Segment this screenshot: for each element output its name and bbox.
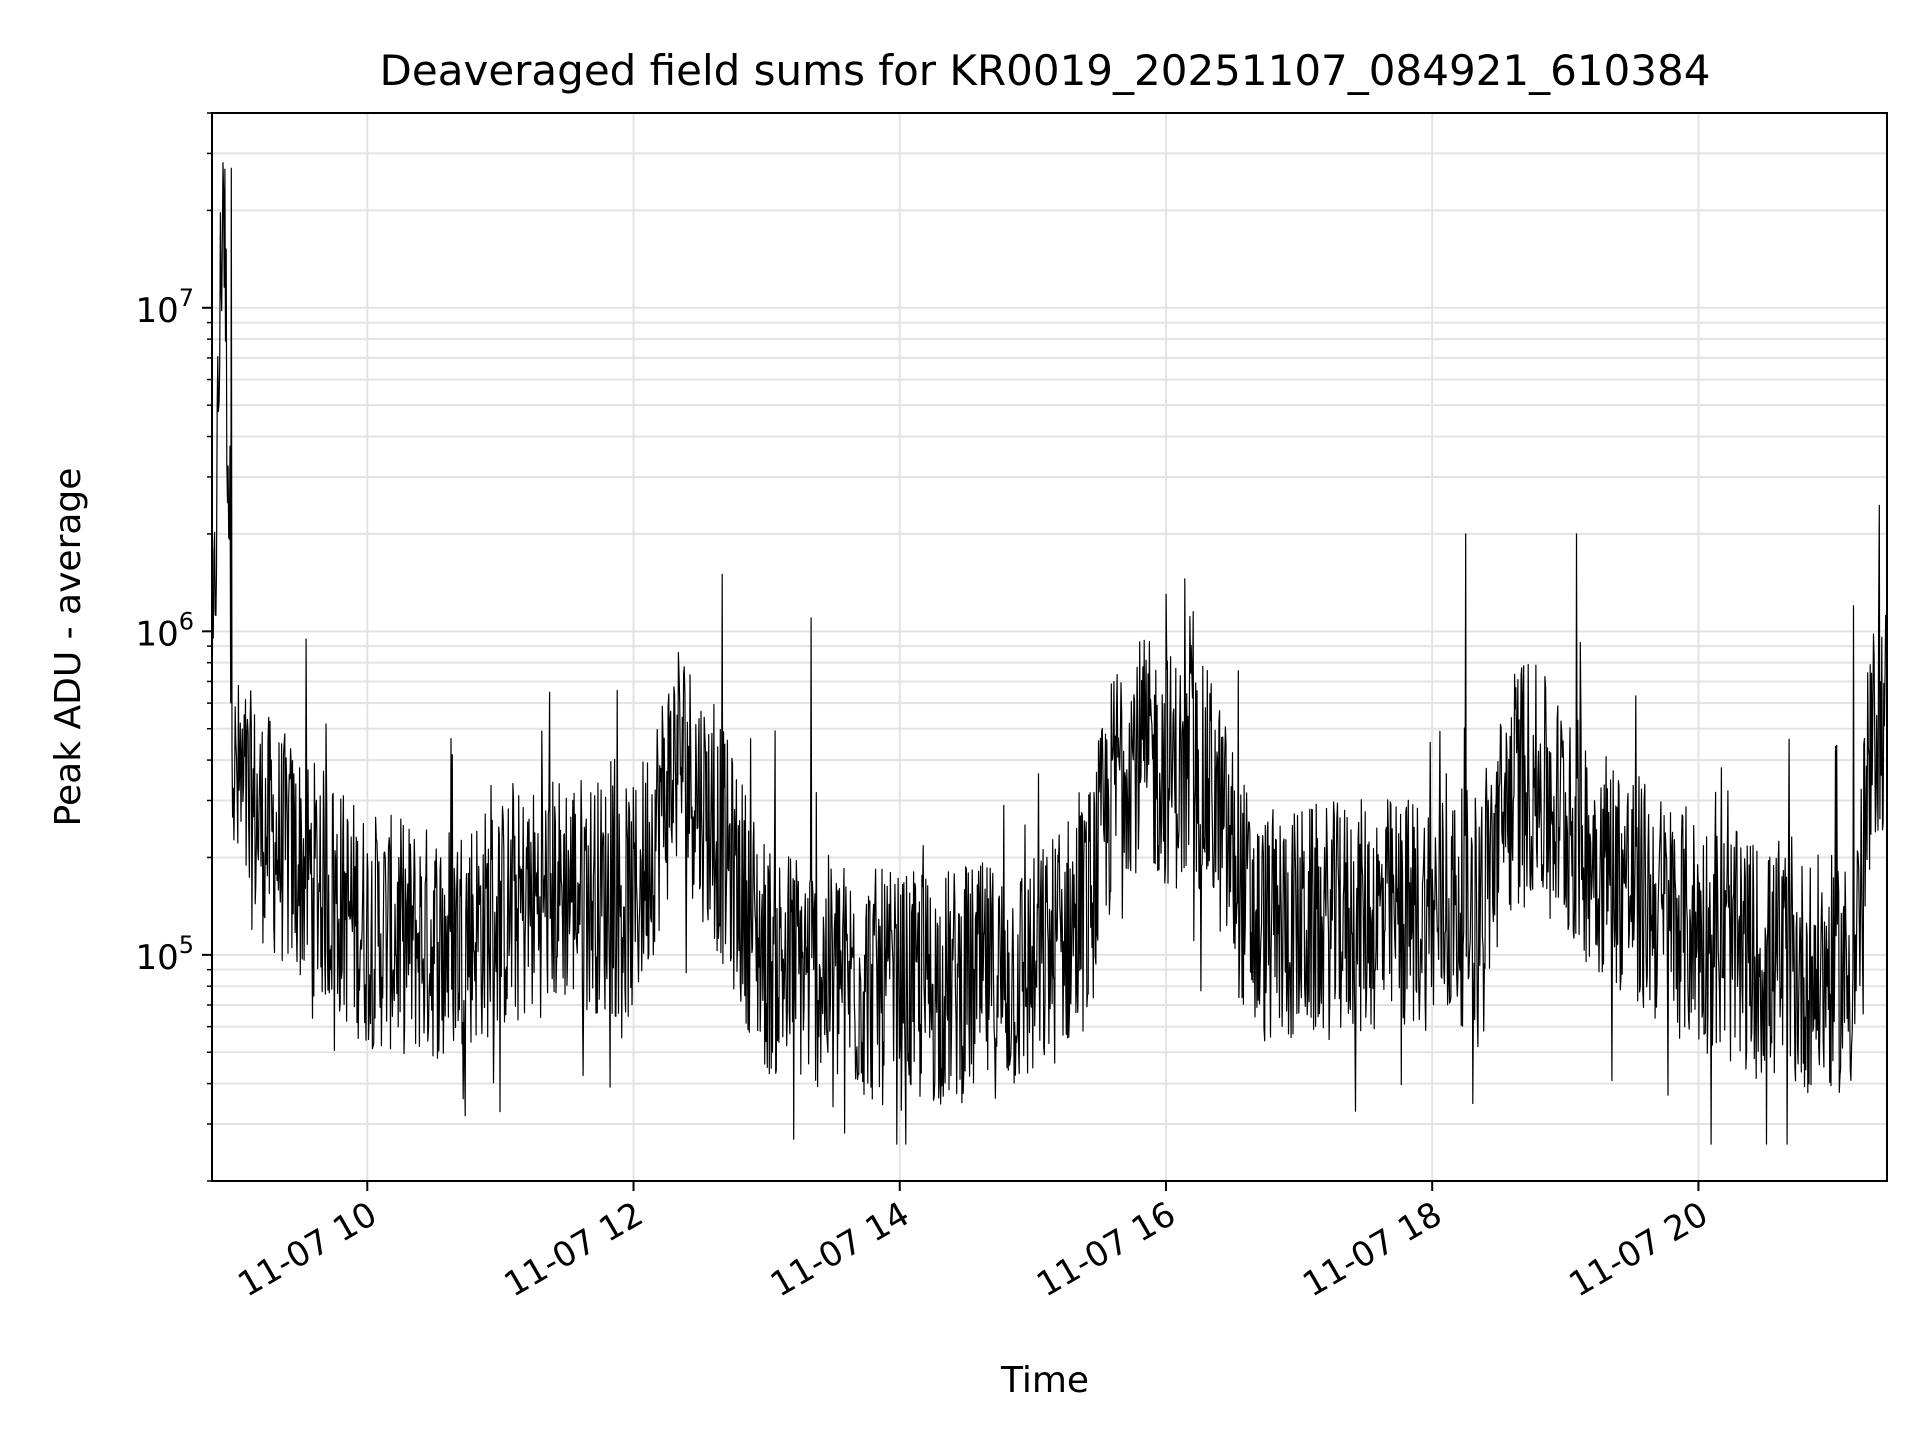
plot-frame [211,112,1888,1182]
x-axis-label: Time [1000,1360,1089,1401]
series-line [211,162,1888,1145]
series-path [211,162,1888,1145]
grid [212,112,1887,1182]
y-axis-label: Peak ADU - average [48,468,89,827]
chart-title: Deaveraged field sums for KR0019_2025110… [380,46,1711,95]
